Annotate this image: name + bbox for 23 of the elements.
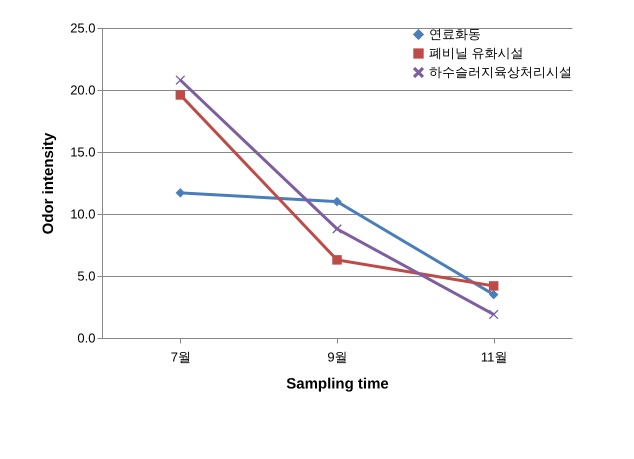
x-tick-label: 7월 [170, 350, 191, 364]
legend-label: 연료화동 [429, 26, 481, 42]
y-tick-label: 5.0 [77, 268, 96, 284]
y-tick-label: 25.0 [70, 20, 96, 36]
y-tick-label: 10.0 [70, 206, 96, 222]
legend-label: 하수슬러지육상처리시설 [429, 64, 572, 80]
point [488, 281, 498, 291]
legend-label: 폐비닐 유화시설 [429, 46, 524, 60]
y-tick-label: 15.0 [70, 144, 96, 160]
x-tick-label: 9월 [327, 350, 348, 364]
point [176, 90, 186, 100]
point [332, 196, 342, 206]
point [332, 224, 342, 234]
y-axis-title: Odor intensity [40, 132, 58, 234]
x-tick-label: 11월 [480, 350, 508, 364]
point [176, 188, 186, 198]
point [488, 310, 498, 320]
point [332, 255, 342, 265]
y-tick-label: 20.0 [70, 82, 96, 98]
y-tick-label: 0.0 [77, 330, 96, 346]
point [488, 290, 498, 300]
point [176, 75, 186, 85]
x-axis-title: Sampling time [286, 376, 389, 392]
